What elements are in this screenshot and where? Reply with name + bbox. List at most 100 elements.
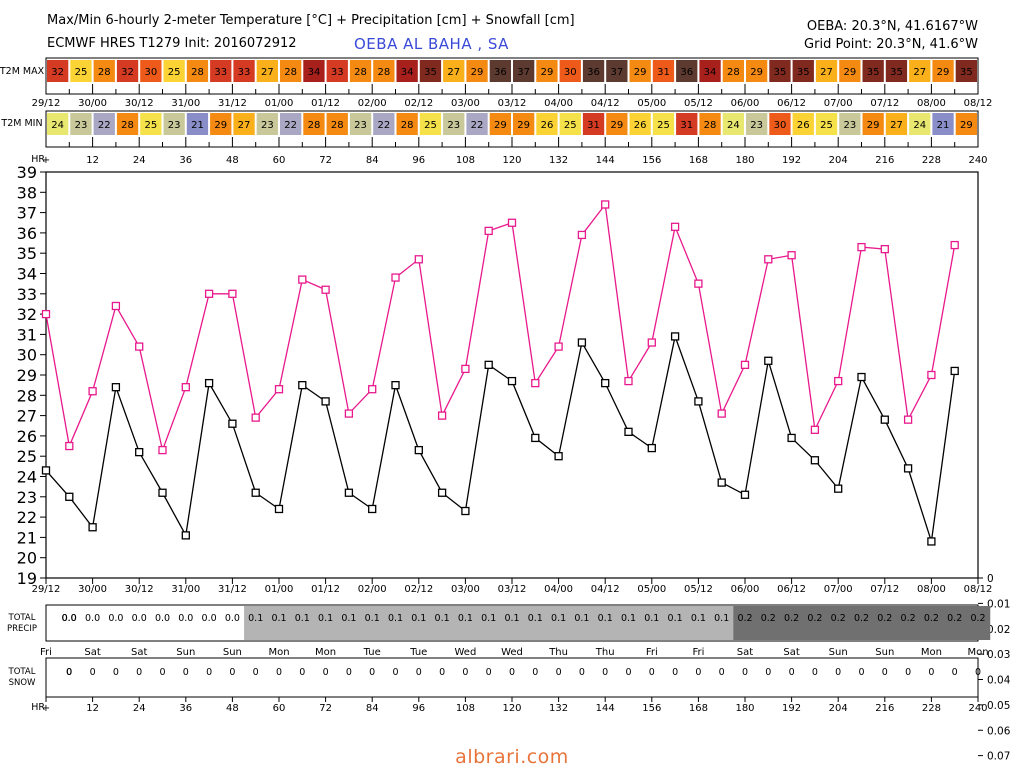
t2m-min-value: 24 [913,120,926,131]
y-tick-label: 35 [17,244,37,263]
x-tick-label: 02/12 [404,584,433,595]
t2m-min-value: 28 [308,120,321,131]
y-tick-label: 29 [17,366,37,385]
total-precip-value: 0.1 [295,613,310,624]
t2m-min-value: 29 [867,120,880,131]
y-tick-label: 25 [17,447,37,466]
total-precip-shade [523,606,548,640]
x-tick-label: 08/12 [964,584,993,595]
t2m-min-cell [140,113,162,135]
total-precip-value: 0.1 [458,613,473,624]
t2m-min-cell [746,113,768,135]
t2m-max-cell [652,60,675,82]
t2m-min-cell [536,113,558,135]
t2m-max-value: 28 [377,67,390,78]
date-tick-label: 31/12 [218,98,247,109]
t2m-max-point [903,415,913,424]
day-label: Sun [223,647,242,658]
t2m-max-cell [303,60,325,82]
t2m-min-point [41,466,51,475]
t2m-max-value: 29 [634,67,647,78]
t2m-min-line [45,334,956,542]
x-tick-label: 05/00 [637,584,666,595]
t2m-max-value: 27 [447,67,460,78]
t2m-min-value: 24 [727,120,740,131]
t2m-max-cell [210,60,232,82]
t2m-max-point [135,342,144,351]
t2m-min-point [65,492,74,501]
t2m-max-point [111,301,121,311]
date-tick-label: 04/00 [544,98,573,109]
x-tick-label: 07/12 [870,584,899,595]
x-tick-label: 08/00 [917,584,946,595]
total-precip-shade [500,606,525,640]
y-tick-label: 28 [17,386,37,405]
day-label: Mon [967,647,988,658]
total-snow-value: 0 [416,667,422,678]
t2m-max-cell [116,60,139,82]
t2m-max-value: 35 [797,67,810,78]
total-precip-value: 0.0 [178,613,193,624]
t2m-min-cell [93,113,115,135]
t2m-min-value: 30 [774,120,787,131]
t2m-max-cell [140,60,162,82]
x-tick-label: 31/00 [171,584,200,595]
t2m-max-cell [419,60,442,82]
total-snow-value: 0 [90,667,96,678]
x-tick-label: 06/12 [777,584,806,595]
total-snow-value: 0 [625,667,631,678]
t2m-min-point [461,506,470,516]
y-tick-label: 34 [17,265,37,284]
y2-tick-label: 0.03 [987,649,1010,661]
t2m-min-point [251,488,260,497]
date-tick-label: 03/00 [451,98,480,109]
t2m-min-value: 21 [191,120,204,131]
hour-tick-label: 84 [366,155,379,166]
t2m-max-point [740,360,750,370]
t2m-min-value: 29 [214,120,227,131]
total-snow-value: 0 [113,667,119,678]
t2m-max-point [717,409,726,418]
total-precip-value: 0.1 [435,613,450,624]
t2m-max-value: 34 [401,67,414,78]
date-tick-label: 08/00 [917,98,946,109]
total-precip-shade [779,606,804,640]
t2m-min-value: 28 [401,120,414,131]
t2m-max-point [787,251,796,260]
day-label: Sat [737,647,753,658]
t2m-min-value: 29 [517,120,530,131]
total-precip-value: 0.0 [61,613,76,624]
t2m-max-value: 30 [564,67,577,78]
total-precip-shade [546,606,571,640]
total-snow-value: 0 [672,667,678,678]
t2m-max-line [45,202,956,453]
total-snow-value: 0 [602,667,608,678]
total-precip-shade [826,606,851,640]
x-tick-label: 02/00 [358,584,387,595]
hour-tick-label: 240 [968,155,987,166]
y-tick-label: 31 [17,325,37,344]
total-precip-value: 0.0 [108,613,123,624]
y2-tick-label: 0.06 [987,725,1011,737]
t2m-max-cell [862,60,884,82]
y2-tick-label: 0.02 [987,624,1010,636]
x-tick-label: 01/12 [311,584,340,595]
t2m-min-point [484,360,493,370]
hour-tick-label: 204 [829,155,848,166]
day-label: Sat [84,647,100,658]
total-snow-value: 0 [579,667,585,678]
row-label-t2m-max: T2M MAX [0,66,45,77]
total-precip-value: 0.1 [528,613,543,624]
t2m-max-cell [70,60,92,82]
t2m-min-point [577,338,587,347]
total-precip-value: 0.2 [854,613,869,624]
total-precip-shade [873,606,898,640]
total-precip-shade [360,606,385,640]
hour-tick-label: 228 [922,155,941,166]
t2m-min-cell [373,113,395,135]
bottom-hour-label: 72 [319,703,332,714]
t2m-max-value: 29 [471,67,484,78]
t2m-min-value: 24 [51,120,64,131]
model-init-label: ECMWF HRES T1279 Init: 2016072912 [47,36,297,51]
